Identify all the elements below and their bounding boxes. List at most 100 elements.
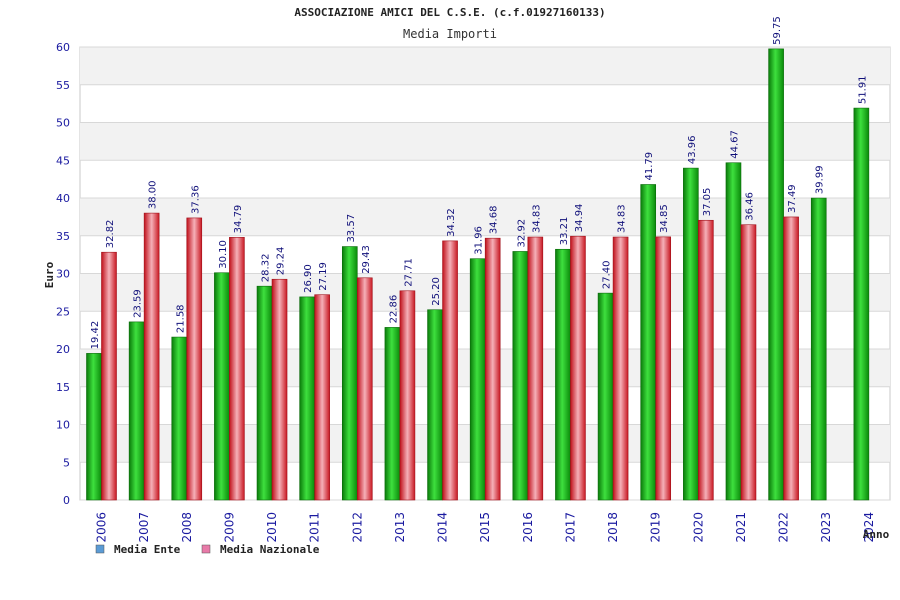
chart-subtitle: Media Importi <box>403 27 497 41</box>
bar-media-nazionale <box>698 219 714 501</box>
x-tick-label: 2006 <box>95 512 109 543</box>
bar-media-ente <box>427 309 443 501</box>
grid-band <box>80 47 890 85</box>
value-label: 23.59 <box>133 289 144 318</box>
bar-media-nazionale <box>655 236 672 501</box>
grid-band <box>80 122 890 161</box>
legend-label: Media Nazionale <box>220 543 320 556</box>
bar-media-ente <box>469 258 486 501</box>
value-label: 39.99 <box>815 165 826 194</box>
y-tick-label: 45 <box>56 154 70 167</box>
x-tick-label: 2024 <box>862 512 876 543</box>
legend: Media Ente Media Nazionale <box>95 543 320 556</box>
value-label: 34.85 <box>659 204 670 233</box>
x-tick-label: 2023 <box>819 512 833 543</box>
bar-media-nazionale <box>101 251 117 501</box>
value-label: 34.83 <box>531 204 542 233</box>
bar-media-ente <box>341 246 358 501</box>
x-tick-label: 2010 <box>265 512 279 543</box>
bar-media-nazionale <box>399 290 416 501</box>
y-tick-label: 5 <box>63 456 70 469</box>
bar-media-ente <box>384 327 401 501</box>
bar-media-nazionale <box>271 278 288 501</box>
value-label: 34.83 <box>617 204 628 233</box>
value-label: 38.00 <box>148 180 159 209</box>
x-tick-label: 2013 <box>393 512 407 543</box>
value-labels: 19.42 32.82 23.59 38.00 21.58 37.36 30.10 34.79… <box>90 16 868 349</box>
y-tick-label: 10 <box>56 419 70 432</box>
bar-media-ente <box>299 296 315 501</box>
value-label: 37.05 <box>702 188 713 217</box>
value-label: 32.82 <box>105 220 116 249</box>
value-label: 41.79 <box>644 152 655 181</box>
bar-media-nazionale <box>186 217 203 501</box>
bar-media-ente <box>597 292 614 501</box>
value-label: 27.19 <box>318 262 329 291</box>
x-tick-label: 2017 <box>563 512 577 543</box>
x-tick-label: 2007 <box>137 512 151 543</box>
bar-media-ente <box>555 248 571 501</box>
value-label: 21.58 <box>175 304 186 333</box>
bar-media-ente <box>683 167 699 501</box>
x-tick-label: 2021 <box>734 512 748 543</box>
y-tick-label: 25 <box>56 305 70 318</box>
x-tick-label: 2018 <box>606 512 620 543</box>
bar-media-nazionale <box>442 240 458 501</box>
bar-media-ente <box>810 197 827 501</box>
bar-media-nazionale <box>740 224 757 501</box>
bar-media-ente <box>768 48 784 501</box>
value-label: 30.10 <box>218 240 229 269</box>
value-label: 44.67 <box>729 130 740 159</box>
y-axis-label: Euro <box>43 261 56 288</box>
bar-media-ente <box>725 162 742 501</box>
x-tick-label: 2008 <box>180 512 194 543</box>
value-label: 32.92 <box>516 219 527 248</box>
bar-media-ente <box>214 272 230 501</box>
bar-media-ente <box>86 353 102 501</box>
legend-label: Media Ente <box>114 543 181 556</box>
bar-media-nazionale <box>527 236 544 501</box>
bar-media-nazionale <box>314 294 330 501</box>
value-label: 28.32 <box>261 254 272 283</box>
value-label: 34.94 <box>574 204 585 233</box>
bar-media-nazionale <box>484 237 501 501</box>
bar-media-nazionale <box>570 235 586 501</box>
x-tick-label: 2022 <box>777 512 791 543</box>
x-axis-ticks: 2006 2007 2008 2009 2010 2011 2012 2013 2014 2015… <box>95 512 876 543</box>
value-label: 34.32 <box>446 208 457 237</box>
value-label: 26.90 <box>303 264 314 293</box>
value-label: 31.96 <box>474 226 485 255</box>
y-tick-label: 30 <box>56 268 70 281</box>
bar-media-nazionale <box>783 216 799 501</box>
y-tick-label: 0 <box>63 494 70 507</box>
x-tick-label: 2016 <box>521 512 535 543</box>
x-tick-label: 2020 <box>691 512 705 543</box>
y-tick-label: 20 <box>56 343 70 356</box>
value-label: 37.36 <box>190 185 201 214</box>
bar-media-ente <box>853 107 870 501</box>
y-axis-ticks: 0 5 10 15 20 25 30 35 40 45 50 55 60 <box>56 41 70 507</box>
bar-media-ente <box>640 184 657 501</box>
value-label: 36.46 <box>744 192 755 221</box>
bar-media-ente <box>256 285 273 501</box>
y-tick-label: 60 <box>56 41 70 54</box>
bars <box>86 48 870 501</box>
value-label: 51.91 <box>857 75 868 104</box>
legend-swatch <box>95 544 105 554</box>
value-label: 33.57 <box>346 214 357 243</box>
x-tick-label: 2019 <box>649 512 663 543</box>
chart-title: ASSOCIAZIONE AMICI DEL C.S.E. (c.f.01927… <box>294 6 605 19</box>
value-label: 27.40 <box>602 260 613 289</box>
bar-media-nazionale <box>356 277 373 501</box>
bar-media-ente <box>128 321 145 501</box>
y-tick-label: 55 <box>56 79 70 92</box>
x-tick-label: 2014 <box>436 512 450 543</box>
bar-media-nazionale <box>612 236 629 501</box>
y-tick-label: 40 <box>56 192 70 205</box>
value-label: 29.43 <box>361 245 372 274</box>
x-axis-label: Anno <box>863 528 890 541</box>
bar-media-ente <box>171 336 188 501</box>
bar-media-nazionale <box>229 237 245 501</box>
value-label: 19.42 <box>90 321 101 350</box>
